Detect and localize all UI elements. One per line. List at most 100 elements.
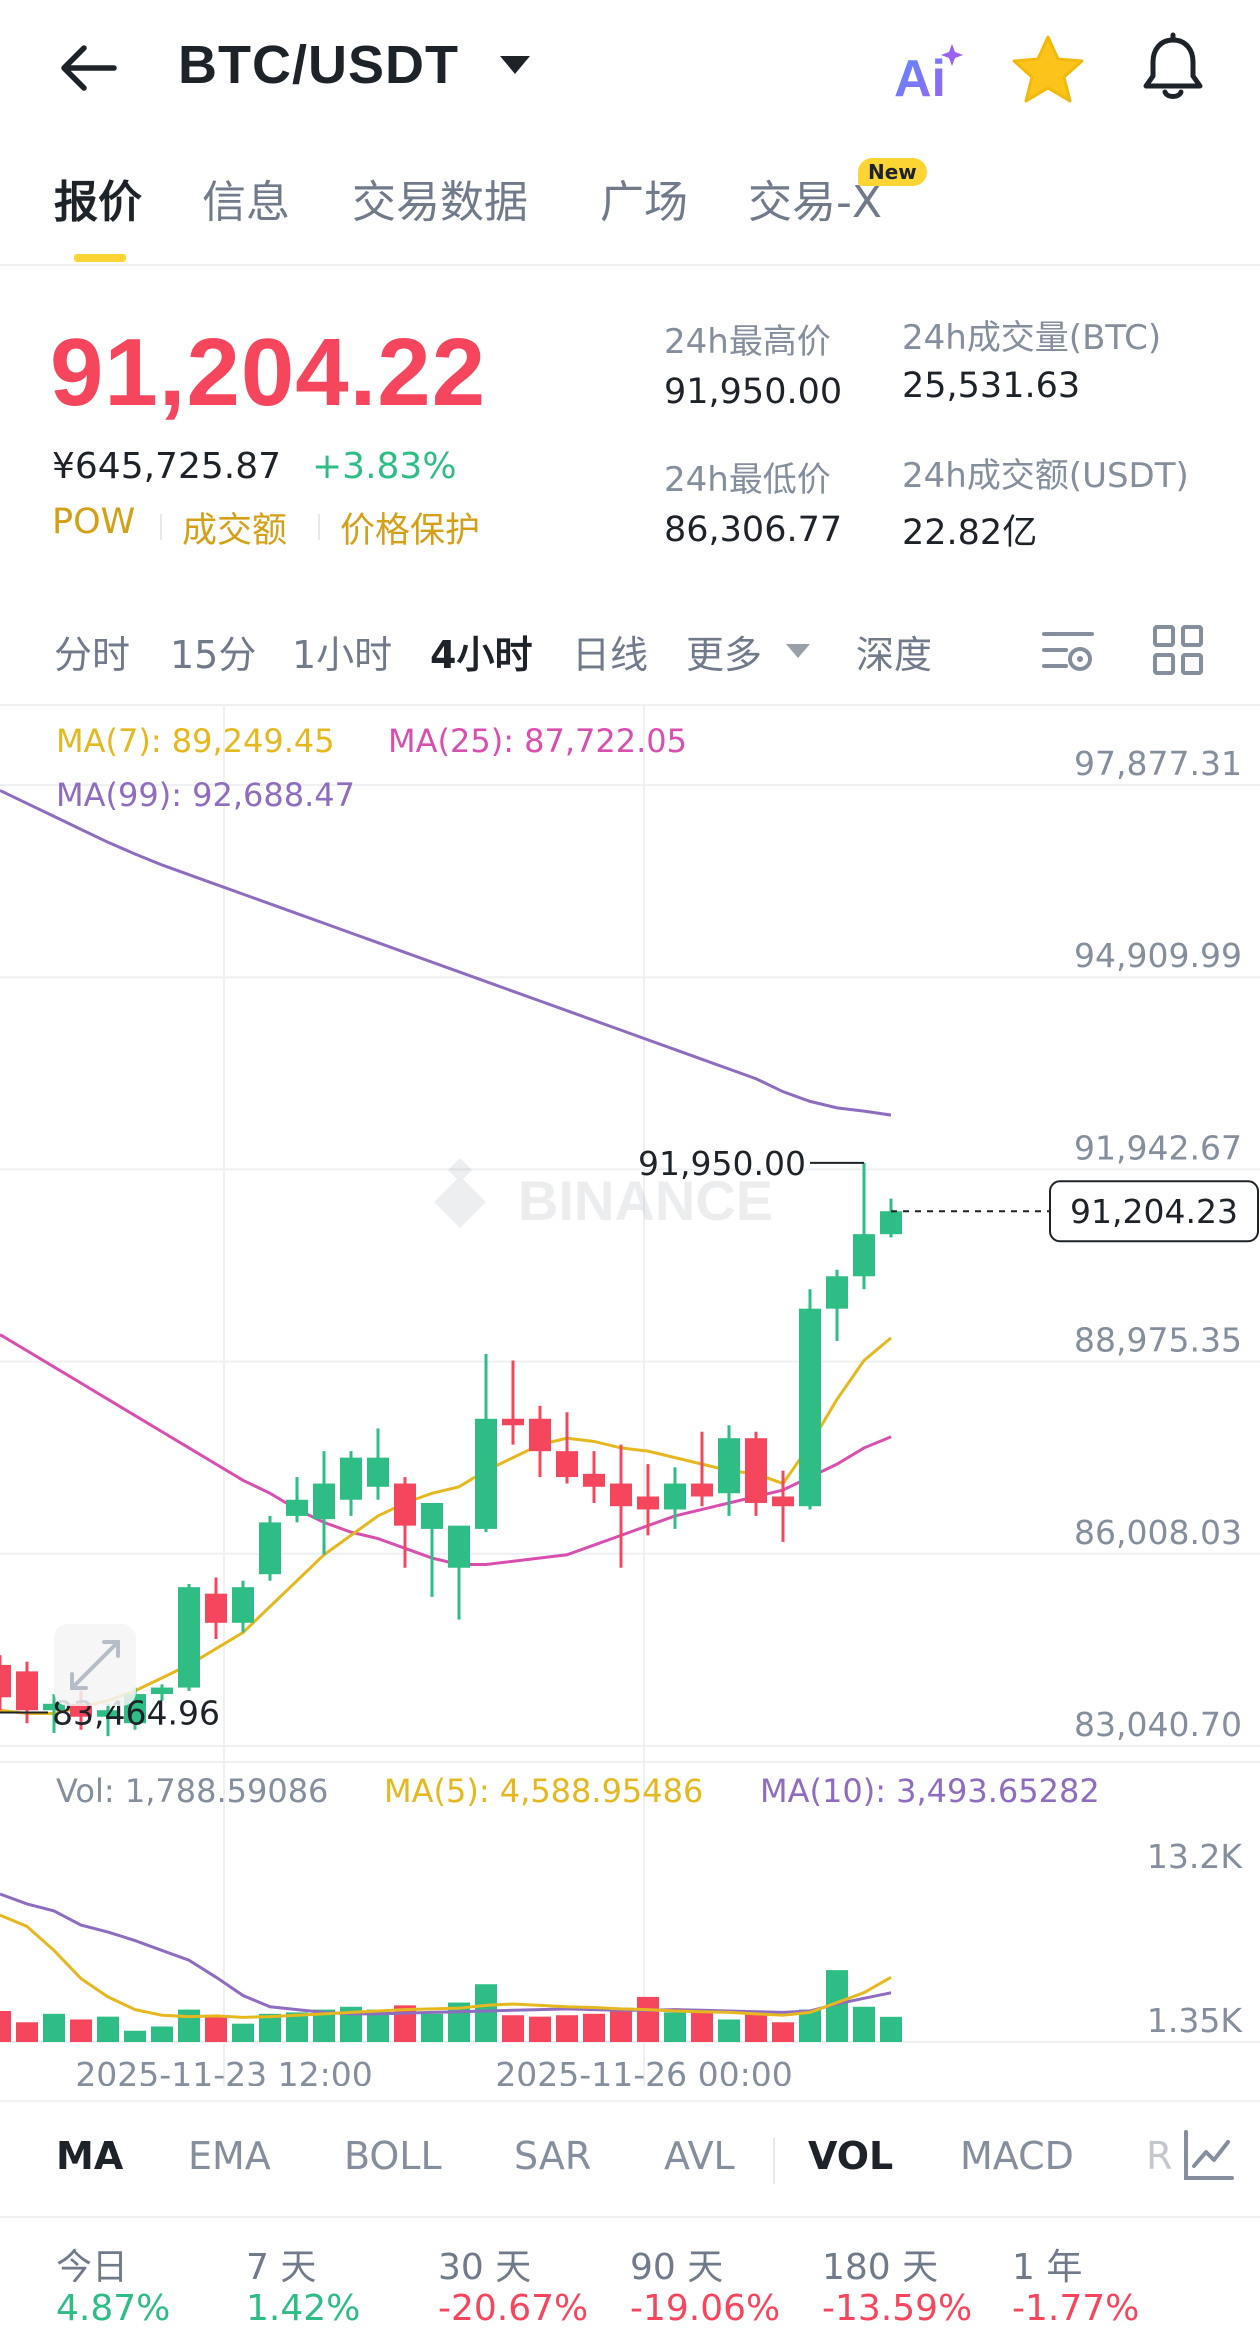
volume-y-tick: 13.2K: [1147, 1837, 1243, 1876]
volume-bar: [529, 2016, 551, 2042]
indicator-vol[interactable]: VOL: [808, 2134, 894, 2178]
indicator-avl[interactable]: AVL: [664, 2134, 735, 2178]
stat-vol-usdt-value: 22.82亿: [902, 513, 1038, 553]
tag-price-protection[interactable]: 价格保护: [340, 511, 481, 551]
interval-15m[interactable]: 15分: [170, 633, 257, 677]
active-tab-indicator: [74, 254, 126, 262]
volume-bar: [772, 2022, 794, 2042]
candle-body: [448, 1525, 470, 1568]
indicator-sar[interactable]: SAR: [514, 2134, 592, 2178]
candle-body: [826, 1276, 848, 1309]
tab-square[interactable]: 广场: [600, 177, 688, 228]
interval-time[interactable]: 分时: [54, 633, 131, 677]
interval-1h[interactable]: 1小时: [292, 633, 393, 677]
indicator-r[interactable]: R: [1146, 2134, 1173, 2178]
price-change: +3.83%: [312, 446, 457, 487]
binance-logo-icon: [434, 1158, 486, 1228]
interval-4h[interactable]: 4小时: [430, 633, 533, 677]
watermark-text: BINANCE: [518, 1169, 773, 1232]
expand-icon-glyph: [70, 1640, 120, 1690]
back-arrow-icon[interactable]: [56, 36, 120, 100]
volume-ma5-line: [0, 1913, 892, 2019]
ma99-line: [0, 789, 892, 1117]
interval-1d[interactable]: 日线: [572, 633, 649, 677]
chart-settings-icon[interactable]: [1040, 626, 1096, 676]
dropdown-caret-icon[interactable]: [500, 56, 530, 74]
indicator-ema[interactable]: EMA: [188, 2134, 271, 2178]
x-tick-label: 2025-11-26 00:00: [495, 2055, 792, 2086]
bell-icon[interactable]: [1138, 32, 1208, 104]
stat-vol-btc-value: 25,531.63: [902, 366, 1081, 406]
volume-bar: [259, 2013, 281, 2042]
new-badge: New: [858, 158, 927, 186]
candle-body: [502, 1418, 524, 1426]
volume-bar: [880, 2016, 902, 2042]
stat-high-label: 24h最高价: [664, 322, 831, 362]
expand-icon: [54, 1624, 136, 1706]
star-icon[interactable]: [1010, 34, 1086, 104]
perf-value-90d: -19.06%: [630, 2288, 781, 2329]
y-tick-label: 97,877.31: [1074, 744, 1242, 783]
stat-low-label: 24h最低价: [664, 460, 831, 500]
volume-bar: [556, 2015, 578, 2042]
volume-bar: [97, 2016, 119, 2042]
volume-bar: [43, 2013, 65, 2042]
y-tick-label: 86,008.03: [1074, 1513, 1242, 1552]
stat-high-value: 91,950.00: [664, 372, 843, 412]
candle-body: [610, 1483, 632, 1507]
tab-quote[interactable]: 报价: [54, 177, 142, 228]
x-tick-label: 2025-11-23 12:00: [75, 2055, 372, 2086]
volume-bar: [367, 2009, 389, 2042]
volume-bar: [205, 2015, 227, 2042]
tag-turnover[interactable]: 成交额: [182, 511, 288, 551]
current-price-box: [1049, 1180, 1259, 1243]
volume-ma10-label: MA(10): 3,493.65282: [760, 1772, 1100, 1810]
pair-title[interactable]: BTC/USDT: [178, 35, 459, 95]
divider: [0, 264, 1260, 266]
cny-price: ¥645,725.87: [52, 446, 282, 487]
tab-info[interactable]: 信息: [202, 177, 290, 228]
volume-bar: [718, 2019, 740, 2042]
candle-body: [178, 1587, 200, 1688]
volume-bar: [664, 2012, 686, 2042]
tab-trading-data[interactable]: 交易数据: [352, 177, 528, 228]
perf-label-90d: 90 天: [630, 2247, 724, 2288]
ma7-label: MA(7): 89,249.45: [56, 722, 335, 760]
stat-vol-btc-label: 24h成交量(BTC): [902, 318, 1162, 358]
perf-label-180d: 180 天: [822, 2247, 939, 2288]
y-tick-label: 88,975.35: [1074, 1321, 1242, 1360]
candle-body: [529, 1418, 551, 1452]
grid-layout-icon[interactable]: [1152, 624, 1204, 676]
volume-bar: [610, 2011, 632, 2042]
candle-body: [16, 1671, 38, 1711]
ai-icon[interactable]: Ai: [892, 40, 964, 102]
candle-body: [475, 1418, 497, 1529]
more-dropdown-icon[interactable]: [786, 644, 810, 658]
ma25-label: MA(25): 87,722.05: [388, 722, 687, 760]
divider: [0, 2100, 1260, 2102]
perf-value-180d: -13.59%: [822, 2288, 973, 2329]
indicator-ma[interactable]: MA: [56, 2134, 124, 2178]
volume-bar: [151, 2026, 173, 2042]
interval-depth[interactable]: 深度: [856, 633, 933, 677]
divider: [0, 2216, 1260, 2218]
y-tick-label: 91,942.67: [1074, 1128, 1242, 1167]
interval-more[interactable]: 更多: [686, 633, 763, 677]
volume-bar: [178, 2009, 200, 2042]
candle-body: [718, 1438, 740, 1494]
ma99-label: MA(99): 92,688.47: [56, 776, 355, 814]
candle-body: [205, 1593, 227, 1623]
y-tick-label: 94,909.99: [1074, 936, 1242, 975]
indicator-chart-icon[interactable]: [1180, 2128, 1236, 2184]
kline-chart[interactable]: 97,877.31 94,909.99 91,942.67 88,975.35 86,0…: [0, 706, 1260, 2086]
current-price-label: 91,204.23: [1070, 1192, 1238, 1231]
volume-bar: [745, 2012, 767, 2042]
candle-body: [259, 1522, 281, 1575]
candle-body: [583, 1473, 605, 1487]
tag-pow[interactable]: POW: [52, 502, 136, 542]
indicator-macd[interactable]: MACD: [960, 2134, 1074, 2178]
candle-body: [0, 1664, 11, 1698]
volume-y-tick: 1.35K: [1147, 2001, 1243, 2040]
indicator-boll[interactable]: BOLL: [344, 2134, 442, 2178]
perf-label-7d: 7 天: [246, 2247, 317, 2288]
